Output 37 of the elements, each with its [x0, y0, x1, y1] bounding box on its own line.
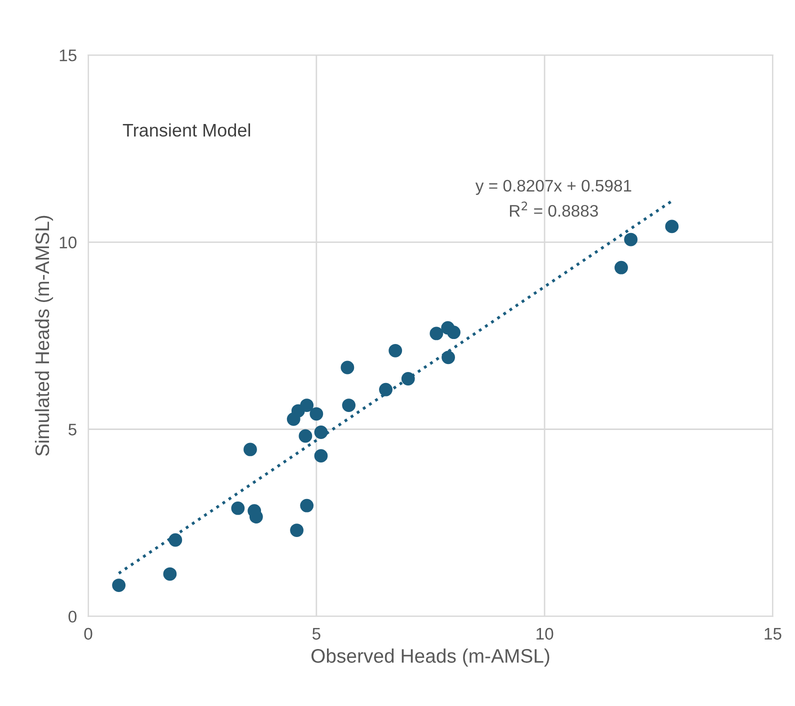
point	[168, 533, 182, 547]
annotation: y = 0.8207x + 0.5981	[475, 180, 632, 195]
point	[430, 326, 444, 340]
point	[298, 429, 312, 443]
point	[290, 524, 304, 537]
annotation: Transient Model	[122, 123, 250, 137]
y-tick-label: 0	[68, 610, 76, 623]
point	[314, 426, 328, 439]
point	[300, 398, 314, 412]
point	[314, 449, 328, 463]
y-tick-label: 15	[60, 50, 76, 62]
x-axis-title: Observed Heads (m-AMSL)	[311, 648, 550, 667]
y-tick-label: 5	[68, 424, 76, 436]
x-tick-label: 0	[84, 628, 92, 640]
point	[379, 382, 392, 396]
point	[163, 567, 177, 581]
point	[342, 398, 356, 412]
annotation: R$^{2}$ = 0.8883	[510, 202, 598, 217]
point	[442, 350, 455, 364]
point	[300, 498, 314, 512]
y-tick-label: 10	[60, 236, 76, 248]
point	[665, 220, 679, 234]
point	[614, 260, 628, 274]
point	[112, 578, 126, 592]
point	[249, 510, 263, 524]
x-tick-label: 5	[312, 628, 320, 640]
y-axis-title: Simulated Heads (m-AMSL)	[34, 216, 54, 456]
point	[340, 360, 354, 374]
point	[388, 344, 402, 358]
point	[231, 501, 245, 515]
point	[401, 372, 415, 386]
point	[310, 407, 324, 421]
point	[447, 326, 460, 340]
x-tick-label: 10	[536, 628, 554, 640]
x-tick-label: 15	[764, 628, 782, 640]
point	[244, 442, 257, 456]
point	[624, 232, 638, 246]
